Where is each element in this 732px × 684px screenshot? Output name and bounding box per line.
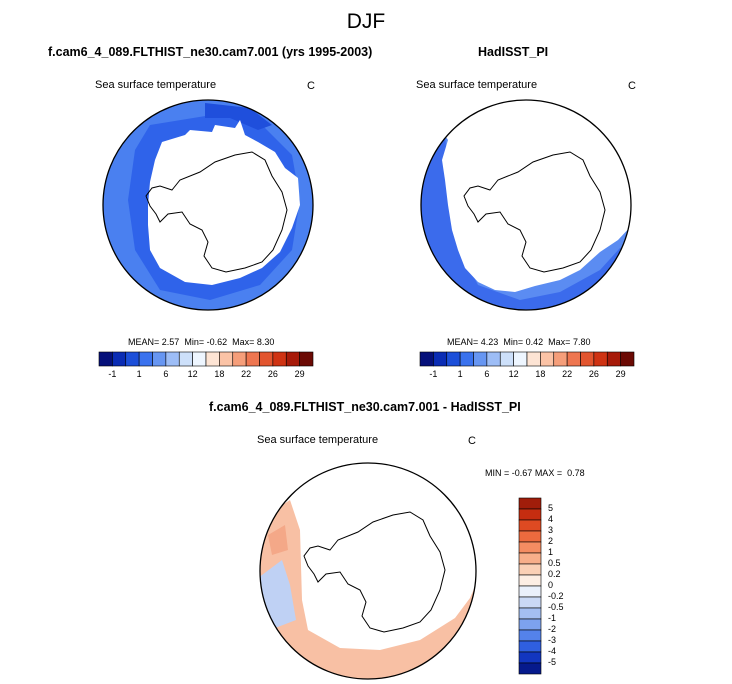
- panel1-units-label: C: [307, 80, 315, 92]
- panel2-colorbar-segment: [620, 351, 635, 367]
- panel3-colorbar-tick-label: 0.2: [548, 569, 561, 579]
- panel2-stats: MEAN= 4.23 Min= 0.42 Max= 7.80: [447, 337, 591, 347]
- panel3-colorbar-tick-label: 2: [548, 536, 554, 546]
- panel1-colorbar-tick-label: 29: [294, 369, 305, 379]
- figure-title: DJF: [346, 10, 386, 33]
- panel3-colorbar-tick-label: -0.2: [548, 591, 564, 601]
- panel1-stats: MEAN= 2.57 Min= -0.62 Max= 8.30: [128, 337, 275, 347]
- panel3-colorbar-tick-label: -4: [548, 646, 557, 656]
- panel3-colorbar-segment: [518, 640, 542, 653]
- panel2-colorbar-tick-label: 26: [588, 369, 599, 379]
- panel2-units-label: C: [628, 80, 636, 92]
- panel2-colorbar-tick-label: 6: [484, 369, 490, 379]
- panel3-warm-anomaly-strong: [268, 525, 288, 555]
- panel2-colorbar-tick-label: 1: [457, 369, 463, 379]
- panel1-ice-region: [148, 120, 300, 285]
- panel3-colorbar-segment: [518, 629, 542, 642]
- panel1-colorbar: [98, 351, 314, 367]
- panel3-colorbar-segment: [518, 574, 542, 587]
- panel1-colorbar-tick-label: 6: [163, 369, 169, 379]
- panel2-antarctica-coast: [463, 151, 606, 273]
- panel3-colorbar-segment: [518, 563, 542, 576]
- panel3-stats: MIN = -0.67 MAX = 0.78: [485, 468, 585, 478]
- panel3-colorbar-segment: [518, 497, 542, 510]
- panel3-colorbar-tick-label: -2: [548, 624, 557, 634]
- panel1-colorbar-tick-label: 12: [187, 369, 198, 379]
- panel2-title: HadISST_PI: [478, 45, 549, 59]
- panel1-colorbar-tick-label: 26: [267, 369, 278, 379]
- panel3-colorbar-tick-label: -5: [548, 657, 557, 667]
- panel3-colorbar-tick-label: -3: [548, 635, 557, 645]
- panel3-variable-label: Sea surface temperature: [257, 434, 379, 446]
- panel2-ice-region: [421, 100, 631, 292]
- panel3-colorbar: [518, 497, 542, 675]
- panel3-colorbar-segment: [518, 552, 542, 565]
- panel2-colorbar-tick-label: 22: [562, 369, 573, 379]
- panel3-colorbar-segment: [518, 596, 542, 609]
- panel3-antarctica-coast: [303, 511, 446, 633]
- panel2-colorbar-tick-label: 29: [615, 369, 626, 379]
- panel1-title: f.cam6_4_089.FLTHIST_ne30.cam7.001 (yrs …: [48, 45, 373, 59]
- panel2-variable-label: Sea surface temperature: [416, 79, 538, 91]
- panel2-colorbar-tick-label: 12: [508, 369, 519, 379]
- panel1-colorbar-tick-label: 22: [241, 369, 252, 379]
- panel3-map-boundary: [259, 462, 477, 680]
- panel2-colorbar: [419, 351, 635, 367]
- panel1-colorbar-tick-label: 1: [136, 369, 142, 379]
- panel3-colorbar-segment: [518, 519, 542, 532]
- panel3-colorbar-tick-label: -0.5: [548, 602, 564, 612]
- panel3-colorbar-segment: [518, 618, 542, 631]
- panel3-colorbar-tick-label: 5: [548, 503, 554, 513]
- panel1-colorbar-tick-label: -1: [108, 369, 117, 379]
- panel3-warm-anomaly: [260, 500, 476, 679]
- panel3-colorbar-tick-label: 0.5: [548, 558, 561, 568]
- panel1-variable-label: Sea surface temperature: [95, 79, 217, 91]
- panel3-colorbar-tick-label: 1: [548, 547, 554, 557]
- panel1-colorbar-segment: [299, 351, 314, 367]
- panel3-colorbar-segment: [518, 607, 542, 620]
- panel3-colorbar-tick-label: 3: [548, 525, 554, 535]
- panel3-colorbar-tick-label: 4: [548, 514, 554, 524]
- panel3-units-label: C: [468, 435, 476, 447]
- panel3-colorbar-tick-label: -1: [548, 613, 557, 623]
- panel2-map-boundary: [420, 99, 632, 311]
- panel1-map-boundary: [102, 99, 314, 311]
- panel3-title: f.cam6_4_089.FLTHIST_ne30.cam7.001 - Had…: [209, 400, 521, 414]
- panel3-colorbar-segment: [518, 651, 542, 664]
- panel1-antarctica-coast: [145, 151, 288, 273]
- panel3-colorbar-tick-label: 0: [548, 580, 554, 590]
- panel3-colorbar-segment: [518, 662, 542, 675]
- panel3-colorbar-segment: [518, 508, 542, 521]
- panel1-colorbar-tick-label: 18: [214, 369, 225, 379]
- panel3-colorbar-segment: [518, 530, 542, 543]
- panel2-colorbar-tick-label: -1: [429, 369, 438, 379]
- panel1-cold-patch: [205, 103, 272, 130]
- panel3-colorbar-segment: [518, 585, 542, 598]
- panel3-colorbar-segment: [518, 541, 542, 554]
- panel2-colorbar-tick-label: 18: [535, 369, 546, 379]
